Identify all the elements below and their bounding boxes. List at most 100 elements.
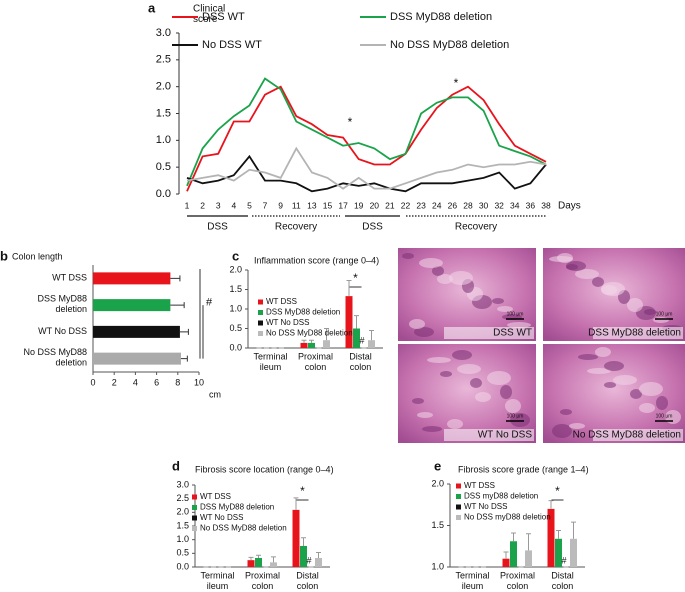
text-line: Terminal — [200, 571, 234, 581]
x-tick-label: 6 — [154, 377, 159, 387]
x-tick-label: 30 — [479, 200, 489, 210]
error-bar — [309, 339, 314, 343]
legend-label: WT DSS — [266, 297, 297, 306]
x-tick-label: 20 — [370, 200, 380, 210]
text-line: Proximal — [245, 571, 280, 581]
category-label: DSS MyD88 deletion — [37, 294, 87, 315]
x-tick-label: 13 — [307, 200, 317, 210]
bar — [315, 557, 322, 567]
y-tick-label: 3.0 — [156, 27, 171, 39]
bar — [345, 296, 353, 348]
y-tick-label: 1.5 — [176, 520, 189, 530]
significance-mark: * — [454, 76, 459, 90]
scale-label: 100 µm — [656, 311, 673, 317]
panel-letter: c — [232, 248, 239, 263]
crypt — [487, 371, 511, 385]
bar — [555, 538, 562, 567]
legend-swatch — [258, 331, 263, 336]
x-tick-label: 22 — [401, 200, 411, 210]
legend-label: WT DSS — [464, 481, 495, 490]
significance-mark: # — [306, 555, 311, 565]
y-tick-label: 0.0 — [156, 188, 171, 200]
legend-swatch — [456, 494, 461, 499]
crypt — [578, 354, 598, 360]
text-line: ileum — [207, 581, 229, 591]
image-label: DSS WT — [493, 328, 532, 339]
y-tick-label: 0.5 — [229, 323, 242, 333]
y-tick-label: 1.5 — [431, 520, 444, 530]
image-label: No DSS MyD88 deletion — [573, 430, 681, 441]
significance-mark: # — [359, 335, 364, 345]
error-bar — [346, 280, 352, 297]
legend-swatch — [258, 320, 263, 326]
panel-letter: b — [0, 248, 8, 263]
histology-image: 100 µm DSS WT — [398, 248, 536, 341]
x-tick-label: 7 — [263, 200, 268, 210]
x-tick-label: 23 — [416, 200, 426, 210]
crypt — [427, 357, 451, 363]
error-bar — [180, 355, 188, 362]
crypt — [505, 399, 521, 413]
error-bar — [316, 552, 321, 558]
bar — [308, 342, 315, 348]
x-tick-label: 21 — [385, 200, 395, 210]
legend-label: DSS MyD88 deletion — [390, 11, 492, 23]
legend-swatch — [456, 504, 461, 510]
y-tick-label: 2.0 — [176, 507, 189, 517]
legend-label: DSS WT — [202, 11, 245, 23]
error-bar — [503, 551, 509, 559]
crypt — [412, 398, 424, 404]
y-tick-label: 1.0 — [156, 134, 171, 146]
category-label: WT DSS — [52, 273, 87, 283]
legend-swatch — [192, 515, 197, 521]
category-label: No DSS MyD88 deletion — [23, 348, 87, 369]
error-bar — [571, 521, 576, 539]
crypt — [656, 396, 668, 410]
y-tick-label: 1.5 — [229, 284, 242, 294]
bar — [368, 340, 375, 348]
text-line: colon — [252, 581, 274, 591]
significance-mark: * — [348, 115, 353, 129]
crypt — [644, 309, 656, 315]
significance-bracket — [199, 269, 204, 359]
series-line — [186, 77, 547, 187]
y-tick-label: 2.0 — [229, 264, 242, 274]
crypt — [604, 361, 624, 371]
crypt — [592, 277, 604, 287]
y-tick-label: 0.0 — [176, 561, 189, 571]
text-line: deletion — [55, 305, 87, 315]
legend-label: No DSS MyD88 deletion — [266, 329, 353, 338]
crypt — [560, 409, 572, 415]
category-label: Proximal colon — [500, 571, 535, 592]
panel-letter: e — [434, 458, 441, 473]
crypt — [419, 258, 443, 268]
error-bar — [548, 500, 554, 509]
label-bg — [593, 429, 683, 441]
category-label: Distal colon — [551, 571, 574, 592]
x-tick-label: 3 — [216, 200, 221, 210]
crypt — [613, 375, 637, 385]
x-tick-label: 10 — [194, 377, 204, 387]
label-bg — [593, 327, 683, 339]
legend-label: No DSS WT — [202, 39, 262, 51]
bar — [247, 560, 255, 567]
category-label: Terminal ileum — [253, 352, 287, 373]
y-tick-label: 0.5 — [156, 161, 171, 173]
bar — [300, 545, 307, 567]
crypt — [630, 389, 642, 399]
phase-label: Recovery — [455, 222, 497, 233]
error-bar — [301, 537, 306, 546]
text-line: DSS MyD88 — [37, 294, 87, 304]
x-axis-label: Days — [558, 201, 581, 212]
y-tick-label: 1.0 — [176, 534, 189, 544]
chart-title: Fibrosis score location (range 0–4) — [195, 464, 334, 474]
legend-label: No DSS MyD88 deletion — [390, 39, 509, 51]
crypt — [639, 382, 663, 396]
bar — [570, 538, 577, 567]
crypt — [422, 426, 442, 432]
crypt — [440, 371, 452, 377]
bar — [93, 299, 171, 312]
x-tick-label: 9 — [278, 200, 283, 210]
error-bar — [170, 302, 185, 309]
series-line — [186, 146, 547, 190]
